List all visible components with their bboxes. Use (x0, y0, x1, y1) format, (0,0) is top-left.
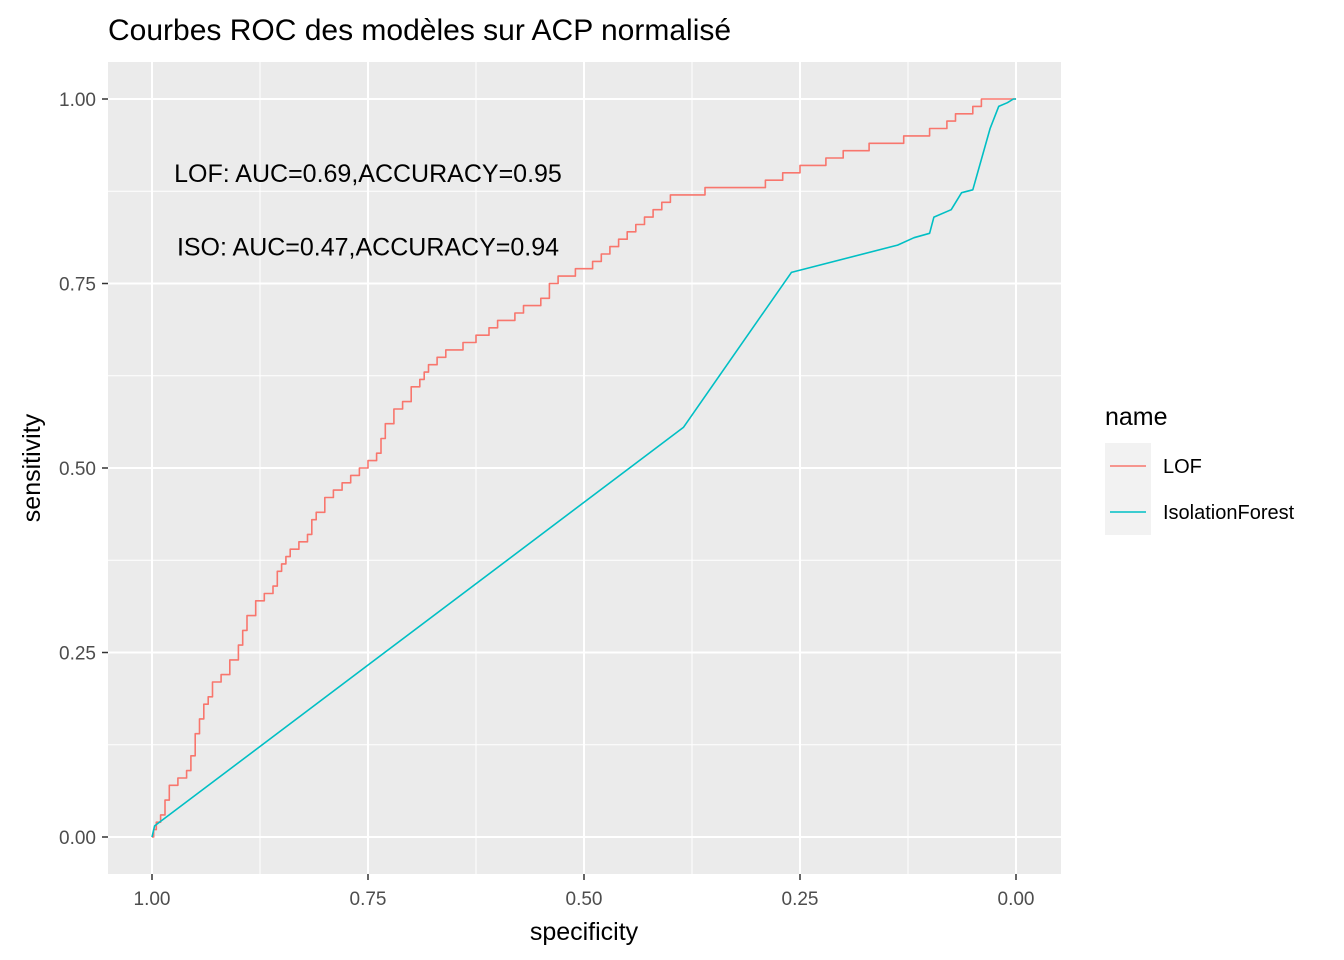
legend: name LOF IsolationForest (1105, 403, 1295, 535)
y-axis-title: sensitivity (18, 413, 46, 522)
legend-label-lof: LOF (1163, 456, 1202, 478)
y-tick-label: 0.50 (59, 459, 96, 480)
x-tick-label: 0.25 (782, 889, 819, 910)
annotation-label: LOF: AUC=0.69,ACCURACY=0.95 (174, 160, 562, 188)
x-tick-label: 0.00 (998, 889, 1035, 910)
y-tick-label: 1.00 (59, 90, 96, 111)
y-tick-label: 0.75 (59, 275, 96, 296)
series-line-isolationforest (151, 98, 1016, 838)
series-line-lof (152, 98, 1016, 838)
x-axis-title: specificity (530, 918, 639, 946)
y-tick-label: 0.00 (59, 828, 96, 849)
legend-label-isolationforest: IsolationForest (1163, 502, 1295, 524)
legend-title: name (1105, 403, 1168, 431)
axes: 1.00 0.75 0.50 0.25 0.00 0.00 0.25 0.50 0.75 1.00 (59, 90, 1034, 910)
x-tick-label: 0.75 (350, 889, 387, 910)
y-tick-label: 0.25 (59, 644, 96, 665)
plot-area: LOF: AUC=0.69,ACCURACY=0.95 ISO: AUC=0.47… (108, 62, 1061, 874)
x-tick-label: 1.00 (134, 889, 171, 910)
chart-title: Courbes ROC des modèles sur ACP normalis… (108, 14, 731, 47)
annotation-label: ISO: AUC=0.47,ACCURACY=0.94 (177, 234, 559, 262)
x-tick-label: 0.50 (566, 889, 603, 910)
